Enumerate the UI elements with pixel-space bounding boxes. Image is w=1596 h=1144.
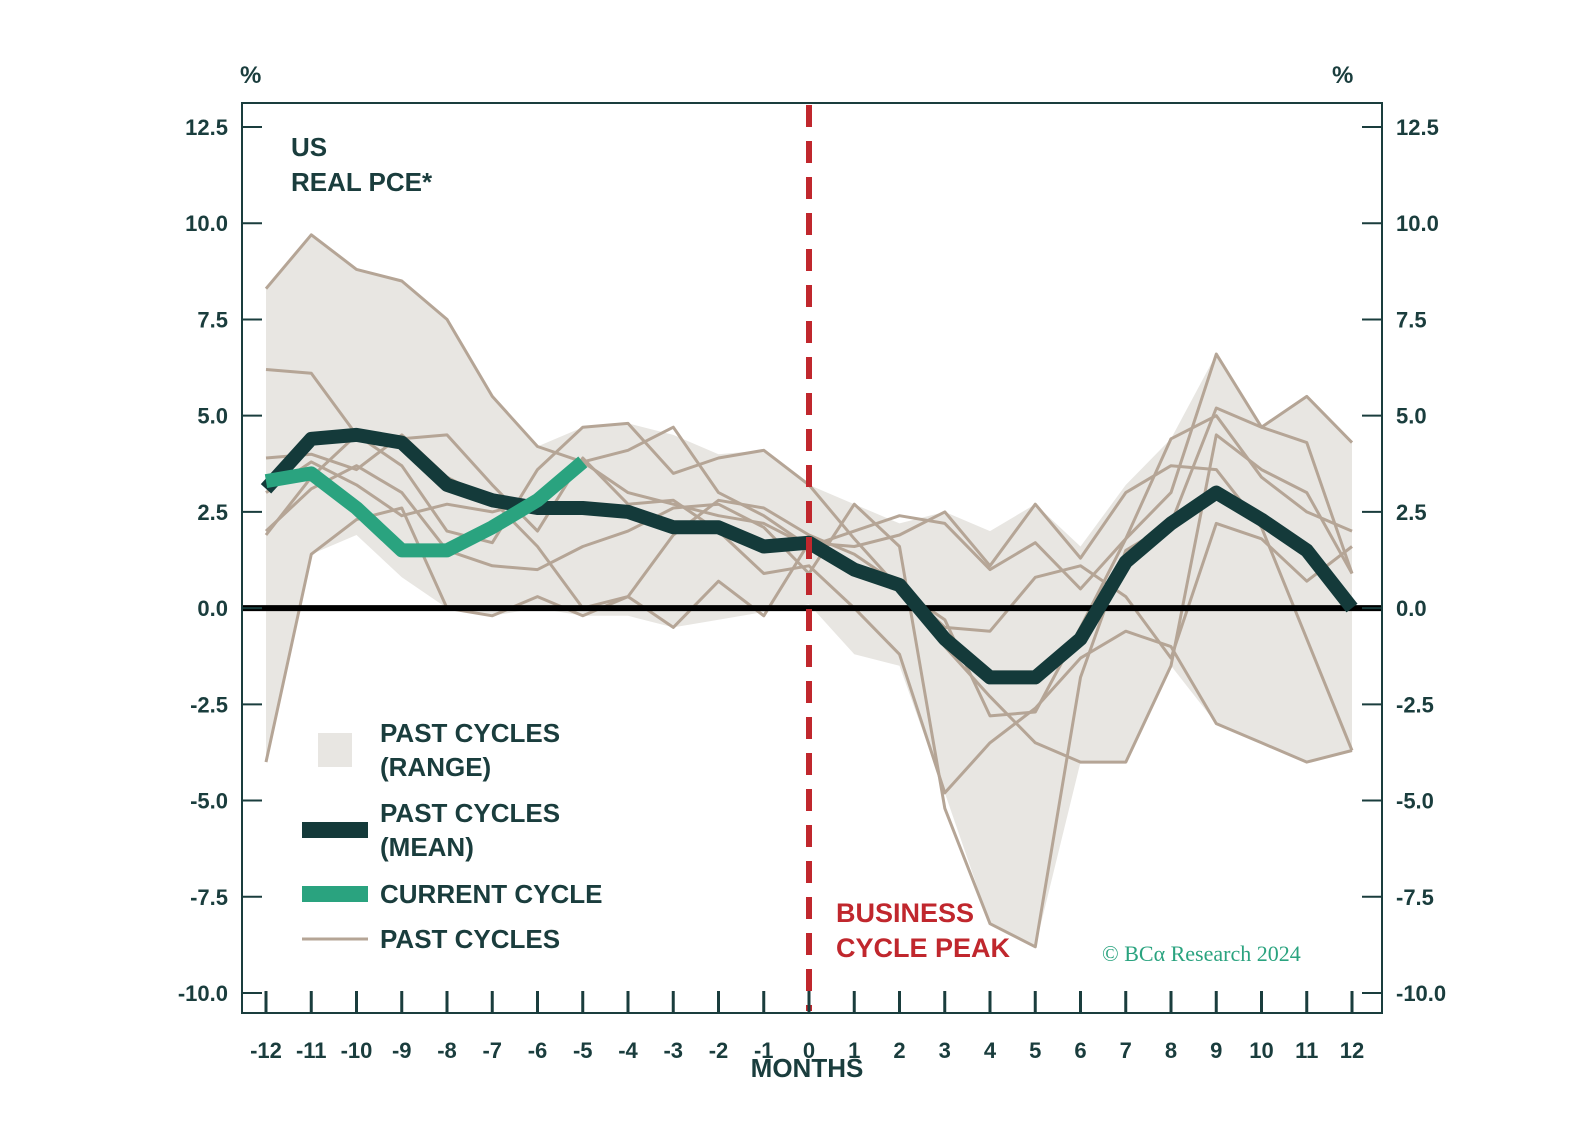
legend: PAST CYCLES (RANGE) PAST CYCLES (MEAN) C… xyxy=(302,718,602,954)
y-left-tick-label: 2.5 xyxy=(197,500,228,525)
x-tick-label: 0 xyxy=(803,1038,815,1063)
y-left-tick-label: 7.5 xyxy=(197,307,228,332)
peak-annotation-line-1: BUSINESS xyxy=(836,898,974,928)
x-tick-label: -3 xyxy=(663,1038,683,1063)
y-right-tick-label: 5.0 xyxy=(1396,404,1427,429)
x-tick-label: 3 xyxy=(939,1038,951,1063)
chart-title-line-2: REAL PCE* xyxy=(291,167,433,197)
y-axis-right-unit: % xyxy=(1332,62,1353,89)
x-axis-title: MONTHS xyxy=(751,1053,864,1083)
legend-label-past: PAST CYCLES xyxy=(380,924,560,954)
x-tick-label: 6 xyxy=(1074,1038,1086,1063)
y-left-tick-label: -7.5 xyxy=(190,885,228,910)
x-tick-label: 11 xyxy=(1295,1038,1318,1063)
y-right-tick-label: 12.5 xyxy=(1396,115,1439,140)
y-left-tick-label: -5.0 xyxy=(190,789,228,814)
x-tick-label: -5 xyxy=(573,1038,593,1063)
chart-title-line-1: US xyxy=(291,132,327,162)
x-tick-label: -6 xyxy=(528,1038,548,1063)
y-axis-left: 12.5 10.0 7.5 5.0 2.5 0.0 -2.5 -5.0 -7.5 -10.0 xyxy=(178,115,262,1006)
x-tick-label: 9 xyxy=(1210,1038,1222,1063)
legend-swatch-range xyxy=(318,733,352,767)
y-left-tick-label: -2.5 xyxy=(190,692,228,717)
y-right-tick-label: 10.0 xyxy=(1396,211,1439,236)
legend-label-mean-line-1: PAST CYCLES xyxy=(380,798,560,828)
x-tick-label: -7 xyxy=(482,1038,502,1063)
y-right-tick-label: -5.0 xyxy=(1396,789,1434,814)
y-right-tick-label: 0.0 xyxy=(1396,596,1427,621)
current-cycle-line xyxy=(264,456,588,558)
x-tick-label: 5 xyxy=(1029,1038,1041,1063)
y-right-tick-label: 7.5 xyxy=(1396,307,1427,332)
x-tick-label: -1 xyxy=(754,1038,774,1063)
x-tick-label: 2 xyxy=(893,1038,905,1063)
y-right-tick-label: -2.5 xyxy=(1396,692,1434,717)
y-right-tick-label: -7.5 xyxy=(1396,885,1434,910)
legend-label-range-line-2: (RANGE) xyxy=(380,752,491,782)
y-left-tick-label: 5.0 xyxy=(197,404,228,429)
x-tick-label: -12 xyxy=(250,1038,282,1063)
x-tick-label: -11 xyxy=(296,1038,327,1063)
y-axis-right: 12.5 10.0 7.5 5.0 2.5 0.0 -2.5 -5.0 -7.5 -10.0 xyxy=(1362,115,1446,1006)
copyright-notice: © BCα Research 2024 xyxy=(1102,941,1301,966)
legend-label-current: CURRENT CYCLE xyxy=(380,879,602,909)
x-tick-label: 4 xyxy=(984,1038,997,1063)
plot-area-frame xyxy=(241,102,1383,1014)
y-left-tick-label: -10.0 xyxy=(178,981,228,1006)
y-right-tick-label: -10.0 xyxy=(1396,981,1446,1006)
x-tick-label: -2 xyxy=(709,1038,729,1063)
x-tick-label: -8 xyxy=(437,1038,457,1063)
peak-annotation-line-2: CYCLE PEAK xyxy=(836,933,1011,963)
y-axis-left-unit: % xyxy=(240,62,261,89)
x-tick-label: -10 xyxy=(341,1038,373,1063)
x-tick-label: 1 xyxy=(848,1038,860,1063)
x-tick-label: 8 xyxy=(1165,1038,1177,1063)
y-right-tick-label: 2.5 xyxy=(1396,500,1427,525)
y-left-tick-label: 12.5 xyxy=(185,115,228,140)
x-tick-label: -9 xyxy=(392,1038,412,1063)
x-tick-label: 10 xyxy=(1249,1038,1273,1063)
y-left-tick-label: 0.0 xyxy=(197,596,228,621)
x-tick-label: -4 xyxy=(618,1038,638,1063)
y-left-tick-label: 10.0 xyxy=(185,211,228,236)
x-tick-label: 12 xyxy=(1340,1038,1364,1063)
legend-label-mean-line-2: (MEAN) xyxy=(380,832,474,862)
x-axis: -12 -11 -10 -9 -8 -7 -6 -5 -4 -3 -2 -1 0 1 2 3 4 5 6 7 8 9 10 1… xyxy=(250,991,1364,1063)
x-tick-label: 7 xyxy=(1120,1038,1132,1063)
past-cycle-line-4 xyxy=(264,433,1353,795)
legend-label-range-line-1: PAST CYCLES xyxy=(380,718,560,748)
